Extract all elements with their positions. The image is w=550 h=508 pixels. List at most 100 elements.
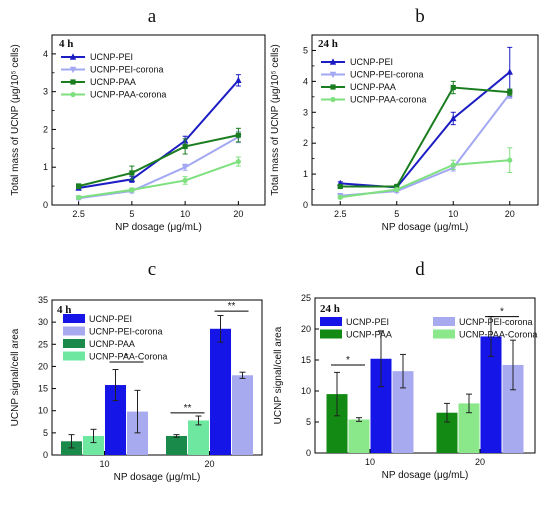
panel-d: d 0 5 10 15 20 25 NP dosage (μg/mL) UCNP signal/… <box>273 259 537 481</box>
data-point <box>337 183 343 190</box>
legend-swatch <box>433 317 455 326</box>
series-ucnp-paa: UCNP-PAA <box>61 77 241 189</box>
significance-label: * <box>346 355 350 366</box>
data-point <box>337 194 343 200</box>
x-tick-label: 20 <box>204 459 214 469</box>
y-tick-label: 15 <box>301 355 311 365</box>
data-point <box>506 68 513 75</box>
bar-ucnp-pei-corona <box>502 364 524 453</box>
x-axis-label: NP dosage (μg/mL) <box>114 472 201 483</box>
legend-marker <box>329 71 337 79</box>
bar-ucnp-pei-corona <box>392 371 414 453</box>
bar-ucnp-paa <box>436 412 458 453</box>
legend-label: UCNP-PEI <box>350 57 393 67</box>
legend-marker <box>330 84 336 90</box>
legend-label: UCNP-PEI-corona <box>459 317 533 327</box>
x-axis-label: NP dosage (μg/mL) <box>115 222 202 233</box>
data-point <box>235 76 242 84</box>
series-ucnp-paa: UCNP-PAA <box>321 80 513 190</box>
panel-label: b <box>415 6 425 27</box>
legend-marker <box>330 96 336 103</box>
legend-swatch <box>320 317 342 326</box>
plot-frame <box>51 299 263 456</box>
legend-label: UCNP-PAA <box>89 339 135 349</box>
data-point <box>450 162 456 168</box>
x-tick-label: 10 <box>180 209 190 219</box>
legend-label: UCNP-PAA-corona <box>90 90 166 100</box>
legend-label: UCNP-PAA <box>346 330 392 340</box>
legend-label: UCNP-PEI <box>89 314 132 324</box>
panel-label: d <box>415 259 425 280</box>
panel-a: a 0 1 2 3 4 NP dosage (μg/mL) Total mass of UCN… <box>10 6 266 233</box>
plot-frame <box>51 34 266 206</box>
x-tick-label: 20 <box>505 209 515 219</box>
x-tick-label: 5 <box>129 209 134 219</box>
data-point <box>450 84 456 91</box>
y-tick-label: 3 <box>43 87 48 97</box>
series-line <box>78 134 239 188</box>
data-point <box>394 183 400 190</box>
legend-label: UCNP-PAA-Corona <box>89 352 167 362</box>
y-tick-label: 2 <box>43 124 48 134</box>
data-point <box>182 143 188 150</box>
legend-swatch <box>433 329 455 339</box>
y-tick-label: 30 <box>38 317 48 327</box>
x-tick-label: 10 <box>448 209 458 219</box>
legend-marker <box>70 79 76 85</box>
data-point <box>129 187 135 193</box>
data-point <box>76 183 82 189</box>
legend-swatch <box>63 326 85 336</box>
legend-label: UCNP-PAA-corona <box>350 95 426 105</box>
legend-label: UCNP-PEI-corona <box>90 65 164 75</box>
data-point <box>394 186 400 193</box>
y-tick-label: 35 <box>38 295 48 305</box>
legend-label: UCNP-PAA-Corona <box>459 330 537 340</box>
legend-marker <box>329 58 337 65</box>
y-tick-label: 5 <box>303 45 308 55</box>
series-ucnp-paa-corona: UCNP-PAA-corona <box>321 95 513 200</box>
plot-frame <box>311 34 539 206</box>
x-tick-label: 10 <box>365 457 375 467</box>
legend-label: UCNP-PEI <box>90 52 133 62</box>
significance-label: * <box>500 307 504 318</box>
series-line <box>340 86 510 188</box>
time-label: 24 h <box>320 303 340 315</box>
y-axis-label: UCNP signal/cell area <box>10 328 21 426</box>
x-tick-label: 5 <box>394 209 399 219</box>
y-tick-label: 20 <box>301 324 311 334</box>
y-tick-label: 25 <box>38 339 48 349</box>
y-tick-label: 0 <box>303 200 308 210</box>
data-point <box>181 164 189 171</box>
time-label: 24 h <box>318 38 338 50</box>
x-tick-label: 10 <box>99 459 109 469</box>
panel-c: c 0 5 10 15 20 25 30 35 NP dosage (μg/mL) UCNP sig… <box>10 259 263 483</box>
bar-ucnp-pei <box>105 385 126 455</box>
series-line <box>78 136 239 200</box>
bar-ucnp-paa <box>326 394 348 453</box>
series-line <box>78 160 239 199</box>
y-axis-label: Total mass of UCNP (μg/10⁵ cells) <box>10 44 21 195</box>
legend-swatch <box>320 329 342 339</box>
x-axis-label: NP dosage (μg/mL) <box>382 470 469 481</box>
significance-label: * <box>125 352 129 363</box>
y-tick-label: 10 <box>38 406 48 416</box>
bar-ucnp-pei <box>480 336 502 453</box>
x-axis-label: NP dosage (μg/mL) <box>382 222 469 233</box>
bar-ucnp-paa-corona <box>458 403 480 453</box>
data-point <box>235 132 241 138</box>
data-point <box>76 194 82 201</box>
legend-marker <box>69 53 77 60</box>
y-axis-label: Total mass of UCNP (μg/10⁵ cells) <box>270 44 281 195</box>
y-tick-label: 2 <box>303 138 308 148</box>
x-tick-label: 20 <box>475 457 485 467</box>
y-axis-label: UCNP signal/cell area <box>273 326 284 424</box>
series-ucnp-pei: UCNP-PEI <box>321 46 513 191</box>
legend-swatch <box>63 339 85 348</box>
panel-label: c <box>148 259 156 280</box>
series-line <box>340 159 510 199</box>
time-label: 4 h <box>59 38 73 50</box>
series-ucnp-pei-corona: UCNP-PEI-corona <box>61 65 242 202</box>
bar-ucnp-pei-corona <box>232 375 253 455</box>
significance-label: ** <box>184 403 192 414</box>
